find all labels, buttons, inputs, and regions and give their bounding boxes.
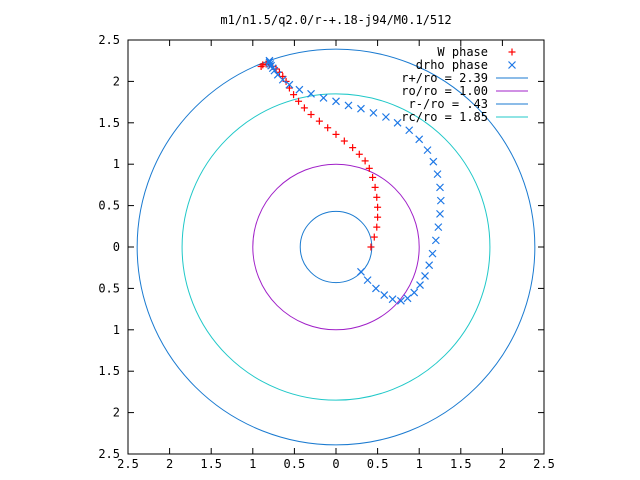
w-phase-point <box>307 111 315 119</box>
drho-phase-point <box>393 118 402 127</box>
drho-phase-point <box>410 288 419 297</box>
drho-phase-point <box>265 56 274 65</box>
drho-phase-point <box>369 108 378 117</box>
drho-phase-point <box>431 236 440 245</box>
drho-phase-point <box>436 209 444 218</box>
y-tick-label: 2.5 <box>98 33 120 47</box>
drho-phase-point <box>307 89 315 98</box>
w-phase-point <box>300 104 308 112</box>
w-phase-point <box>361 157 369 165</box>
y-tick-label: 0.5 <box>98 281 120 295</box>
drho-phase-point <box>344 101 353 110</box>
w-phase-point <box>340 137 348 145</box>
legend-label: drho phase <box>416 58 488 72</box>
circle-series <box>136 48 536 446</box>
w-phase-point <box>259 61 267 69</box>
x-tick-label: 2.5 <box>117 457 139 471</box>
w-phase-point <box>295 97 303 105</box>
x-tick-label: 2 <box>499 457 506 471</box>
y-tick-label: 0.5 <box>98 199 120 213</box>
y-tick-label: 0 <box>113 240 120 254</box>
points-layer <box>257 56 445 305</box>
x-tick-label: 1.5 <box>450 457 472 471</box>
w-phase-point <box>315 117 323 125</box>
drho-phase-point <box>429 157 438 166</box>
drho-phase-point <box>428 249 437 258</box>
drho-phase-point <box>403 294 412 303</box>
legend-label: r-/ro = .43 <box>409 97 488 111</box>
w-phase-point <box>371 183 379 191</box>
x-tick-label: 1 <box>416 457 423 471</box>
w-phase-point <box>374 203 382 211</box>
drho-phase-point <box>434 223 443 232</box>
drho-phase-point <box>363 276 372 285</box>
drho-phase-point <box>415 135 424 144</box>
legend-swatch <box>508 48 516 56</box>
drho-phase-point <box>436 196 445 205</box>
y-tick-label: 2 <box>113 74 120 88</box>
chart-title: m1/n1.5/q2.0/r-+.18-j94/M0.1/512 <box>220 13 451 27</box>
y-tick-label: 2.5 <box>98 447 120 461</box>
x-tick-label: 0.5 <box>284 457 306 471</box>
legend-label: rc/ro = 1.85 <box>401 110 488 124</box>
drho-phase-point <box>388 295 397 304</box>
x-tick-label: 2 <box>166 457 173 471</box>
drho-phase-point <box>416 281 424 290</box>
drho-phase-point <box>405 126 414 135</box>
w-phase-point <box>369 173 377 181</box>
legend-label: ro/ro = 1.00 <box>401 84 488 98</box>
x-tick-label: 0.5 <box>367 457 389 471</box>
w-phase-point <box>373 193 381 201</box>
y-tick-label: 2 <box>113 406 120 420</box>
axes-layer: 2.5 2 1.5 1 0.5 0 0.5 1 1.5 2 2.52.521.510.500.511… <box>98 33 555 471</box>
drho-phase-point <box>425 261 434 270</box>
y-tick-label: 1.5 <box>98 116 120 130</box>
w-phase-point <box>349 144 357 152</box>
drho-phase-point <box>372 284 380 293</box>
drho-phase-point <box>357 267 365 276</box>
circle-series <box>181 93 491 401</box>
w-phase-point <box>257 62 265 70</box>
drho-phase-point <box>423 146 432 155</box>
w-phase-point <box>324 124 332 132</box>
drho-phase-point <box>295 85 304 94</box>
legend-swatch <box>508 61 516 69</box>
drho-phase-point <box>396 296 405 305</box>
w-phase-point <box>367 243 375 251</box>
w-phase-point <box>285 84 293 92</box>
drho-phase-point <box>380 291 389 299</box>
drho-phase-point <box>332 97 340 106</box>
y-tick-label: 1.5 <box>98 364 120 378</box>
drho-phase-point <box>285 80 294 89</box>
drho-phase-point <box>433 170 442 179</box>
w-phase-point <box>365 164 373 172</box>
w-phase-point <box>374 213 382 221</box>
w-phase-point <box>373 223 381 231</box>
x-tick-label: 1.5 <box>200 457 222 471</box>
circle-series <box>252 163 420 331</box>
y-tick-label: 1 <box>113 157 120 171</box>
drho-phase-point <box>436 183 444 192</box>
y-tick-label: 1 <box>113 323 120 337</box>
w-phase-point <box>355 150 363 158</box>
drho-phase-point <box>357 104 365 113</box>
drho-phase-point <box>265 58 274 67</box>
x-tick-label: 2.5 <box>533 457 555 471</box>
w-phase-point <box>370 233 378 241</box>
circles-layer <box>136 48 536 446</box>
w-phase-point <box>279 72 287 80</box>
w-phase-point <box>332 130 340 138</box>
drho-phase-point <box>319 94 328 102</box>
drho-phase-point <box>421 272 429 280</box>
x-tick-label: 0 <box>332 457 339 471</box>
w-phase-point <box>290 91 298 99</box>
x-tick-label: 1 <box>249 457 256 471</box>
legend-label: r+/ro = 2.39 <box>401 71 488 85</box>
drho-phase-point <box>381 113 390 121</box>
legend-label: W phase <box>437 45 488 59</box>
